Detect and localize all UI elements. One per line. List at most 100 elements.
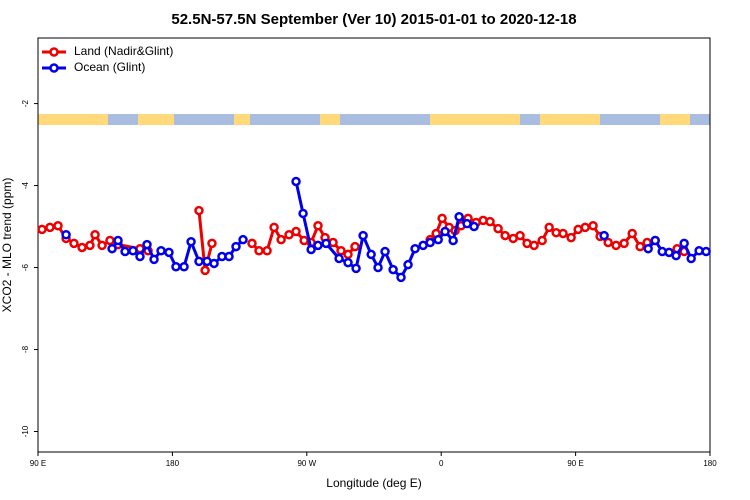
point [321,238,331,249]
point [343,249,353,260]
y-tick-label: -2 [21,99,30,107]
point [194,205,204,216]
x-tick-label: 90 E [567,459,583,468]
point [566,232,576,243]
point [61,230,71,240]
point [247,238,257,249]
point [120,246,130,257]
point [686,253,696,264]
point [603,237,613,248]
point [171,261,181,272]
point [388,264,398,275]
point [238,234,248,245]
point [45,222,55,233]
point [373,262,383,273]
point [156,245,166,256]
point [77,242,87,253]
x-tick-label: 90 E [30,459,46,468]
point [679,238,689,249]
point [544,222,554,233]
legend-marker [49,47,59,57]
point [425,237,435,248]
legend-label: Ocean (Glint) [74,60,145,74]
point [107,243,117,254]
point [179,261,189,272]
point [351,263,361,274]
point [269,222,279,233]
point [313,240,323,251]
y-tick-label: -6 [21,263,30,271]
point [664,247,674,258]
point [298,208,308,219]
point [149,254,159,265]
point [113,235,123,246]
point [85,240,95,251]
point [209,258,219,269]
point [53,220,63,231]
x-axis-label: Longitude (deg E) [326,476,421,490]
point [469,221,479,232]
point [500,230,510,241]
chart-title: 52.5N-57.5N September (Ver 10) 2015-01-0… [171,11,576,28]
point [291,226,301,237]
point [142,239,152,250]
point [224,251,234,262]
y-tick-label: -10 [21,425,30,437]
point [396,272,406,283]
point [231,241,241,252]
point [558,228,568,239]
point [529,240,539,251]
point [643,243,653,254]
point [37,224,47,235]
y-tick-label: -4 [21,181,30,189]
point [403,259,413,270]
point [619,238,629,249]
point [343,257,353,268]
point [194,256,204,267]
point [262,245,272,256]
point [380,246,390,257]
point [366,249,376,260]
point [128,245,138,256]
point [588,220,598,231]
point [90,230,100,240]
point [437,213,447,224]
point [448,235,458,246]
point [440,226,450,237]
legend-marker [49,63,59,73]
point [671,250,681,261]
point [207,238,217,249]
point [650,235,660,246]
x-tick-label: 180 [166,459,180,468]
point [97,240,107,251]
point [485,216,495,227]
point [358,230,368,241]
y-axis-label: XCO2 - MLO trend (ppm) [0,178,14,313]
point [186,236,196,247]
point [284,230,294,240]
point [701,246,711,257]
point [580,222,590,233]
point [313,220,323,231]
point [254,245,264,256]
point [454,211,464,222]
point [69,238,79,249]
y-tick-label: -8 [21,345,30,353]
point [276,234,286,245]
point [611,240,621,251]
x-tick-label: 180 [703,459,717,468]
point [350,241,360,252]
point [515,230,525,241]
legend-label: Land (Nadir&Glint) [74,44,173,58]
point [410,243,420,254]
point [306,244,316,255]
point [537,235,547,246]
point [135,251,145,262]
point [627,228,637,239]
point [599,230,609,241]
point [635,241,645,252]
point [291,176,301,187]
plot-frame [37,37,711,453]
point [200,265,210,276]
